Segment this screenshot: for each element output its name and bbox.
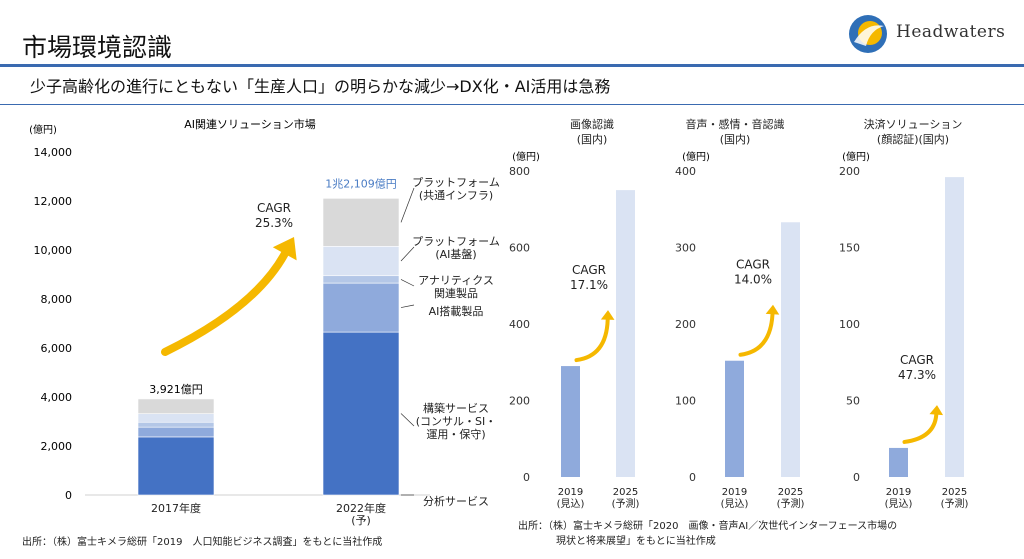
ai-market-ytick: 4,000 — [41, 391, 73, 404]
voice-emotion-cagr-arrow-head — [765, 304, 780, 315]
ai-market-ytick: 14,000 — [34, 146, 73, 159]
payment-face-chart: 決済ソリューション(顔認証)(国内) (億円) 0 50 100 150 200 2019 (見… — [839, 117, 968, 510]
payment-face-unit: (億円) — [842, 150, 870, 163]
ai-market-segment — [137, 436, 215, 496]
image-recognition-bar — [616, 190, 635, 477]
ai-market-legend-label: AI搭載製品 — [429, 304, 484, 318]
ai-market-bars — [137, 198, 400, 496]
payment-face-ytick: 200 — [839, 165, 860, 178]
ai-market-title: AI関連ソリューション市場 — [184, 117, 316, 131]
image-recognition-ytick: 600 — [509, 242, 530, 255]
voice-emotion-ytick: 200 — [675, 318, 696, 331]
payment-face-cagr-arrow-shaft — [902, 412, 939, 444]
ai-market-segment — [322, 331, 400, 496]
payment-face-xtick: 2025 (予測) — [941, 487, 969, 510]
voice-emotion-bar — [781, 222, 800, 477]
ai-market-legend-leader — [400, 279, 415, 287]
voice-emotion-ytick: 100 — [675, 395, 696, 408]
ai-market-legend-label: アナリティクス関連製品 — [418, 274, 494, 300]
image-recognition-chart: 画像認識(国内) (億円) 0 200 400 600 800 2019 (見込) 2025 (予測… — [509, 117, 639, 510]
ai-market-segment — [322, 198, 400, 247]
ai-market-legend-leader — [400, 304, 415, 308]
ai-market-segment — [137, 426, 215, 438]
ai-market-legend-label: 構築サービス(コンサル・SI・運用・保守) — [416, 401, 497, 441]
ai-market-segment — [137, 398, 215, 414]
ai-market-ytick: 6,000 — [41, 342, 73, 355]
ai-market-legend-label: プラットフォーム(AI基盤) — [412, 235, 500, 261]
ai-market-legend-leader — [400, 246, 415, 262]
ai-market-segment — [322, 282, 400, 333]
ai-market-total-label: 1兆2,109億円 — [325, 177, 397, 190]
ai-market-segment — [137, 421, 215, 428]
ai-market-xtick: 2022年度(予) — [336, 501, 386, 527]
image-recognition-ytick: 200 — [509, 395, 530, 408]
ai-market-total-label: 3,921億円 — [149, 383, 203, 396]
logo-swoosh — [854, 25, 884, 46]
voice-emotion-chart: 音声・感情・音認識(国内) (億円) 0 100 200 300 400 2019 (見込) 20… — [675, 117, 804, 510]
voice-emotion-xtick: 2019 (見込) — [721, 487, 749, 510]
payment-face-title: 決済ソリューション(顔認証)(国内) — [864, 117, 963, 146]
ai-market-y-axis: 0 2,000 4,000 6,000 8,000 10,000 12,000 14,000 — [34, 146, 430, 502]
image-recognition-ytick: 0 — [523, 471, 530, 484]
ai-market-ytick: 10,000 — [34, 244, 73, 257]
ai-market-ytick: 8,000 — [41, 293, 73, 306]
ai-market-cagr-label: CAGR 25.3% — [255, 201, 293, 230]
logo-text: Headwaters — [896, 22, 1006, 42]
payment-face-bar — [945, 177, 964, 477]
payment-face-xtick: 2019 (見込) — [885, 487, 913, 510]
voice-emotion-title: 音声・感情・音認識(国内) — [686, 117, 785, 146]
voice-emotion-ytick: 300 — [675, 242, 696, 255]
payment-face-cagr-arrow-head — [929, 405, 944, 416]
payment-face-ytick: 50 — [846, 395, 860, 408]
image-recognition-cagr-arrow-head — [600, 310, 615, 320]
source-note-right-2: 現状と将来展望」をもとに当社作成 — [556, 536, 716, 547]
ai-market-unit: (億円) — [29, 123, 57, 136]
company-logo — [849, 15, 887, 53]
image-recognition-title: 画像認識(国内) — [570, 117, 614, 146]
ai-market-legend-label: プラットフォーム(共通インフラ) — [412, 176, 500, 202]
voice-emotion-unit: (億円) — [682, 150, 710, 163]
page-subtitle: 少子高齢化の進行にともない「生産人口」の明らかな減少→DX化・AI活用は急務 — [30, 77, 611, 96]
image-recognition-unit: (億円) — [512, 150, 540, 163]
voice-emotion-cagr-label: CAGR 14.0% — [734, 258, 772, 287]
payment-face-ytick: 0 — [853, 471, 860, 484]
payment-face-bar — [889, 447, 908, 477]
ai-market-ytick: 2,000 — [41, 440, 73, 453]
payment-face-cagr-label: CAGR 47.3% — [898, 353, 936, 382]
payment-face-ytick: 150 — [839, 242, 860, 255]
voice-emotion-ytick: 0 — [689, 471, 696, 484]
voice-emotion-ytick: 400 — [675, 165, 696, 178]
source-note-left: 出所：（株）富士キメラ総研「2019 人口知能ビジネス調査」をもとに当社作成 — [22, 537, 383, 548]
image-recognition-cagr-label: CAGR 17.1% — [570, 263, 608, 292]
source-note-right-1: 出所：（株）富士キメラ総研「2020 画像・音声AI／次世代インターフェース市場… — [518, 521, 898, 532]
ai-market-segment — [322, 275, 400, 284]
subtitle-rule — [0, 104, 1024, 105]
ai-market-ytick: 12,000 — [34, 195, 73, 208]
header-rule — [0, 64, 1024, 67]
ai-market-cagr-arrow-head — [272, 237, 297, 261]
ai-market-segment — [322, 246, 400, 277]
image-recognition-bar — [561, 366, 580, 477]
ai-market-legend-leader — [400, 187, 415, 223]
payment-face-ytick: 100 — [839, 318, 860, 331]
ai-market-ytick: 0 — [65, 489, 72, 502]
voice-emotion-bar — [725, 360, 744, 477]
page-title: 市場環境認識 — [22, 33, 173, 62]
ai-market-xtick: 2017年度 — [151, 501, 201, 515]
image-recognition-xtick: 2019 (見込) — [557, 487, 585, 510]
ai-market-cagr-arrow-shaft — [161, 249, 289, 356]
ai-market-legend-label: 分析サービス — [423, 494, 489, 508]
image-recognition-ytick: 800 — [509, 165, 530, 178]
voice-emotion-cagr-arrow-shaft — [738, 312, 775, 357]
ai-market-segment — [137, 413, 215, 423]
ai-market-legend-leader — [400, 413, 415, 427]
image-recognition-cagr-arrow-shaft — [574, 317, 610, 363]
image-recognition-ytick: 400 — [509, 318, 530, 331]
voice-emotion-xtick: 2025 (予測) — [777, 487, 805, 510]
image-recognition-xtick: 2025 (予測) — [612, 487, 640, 510]
